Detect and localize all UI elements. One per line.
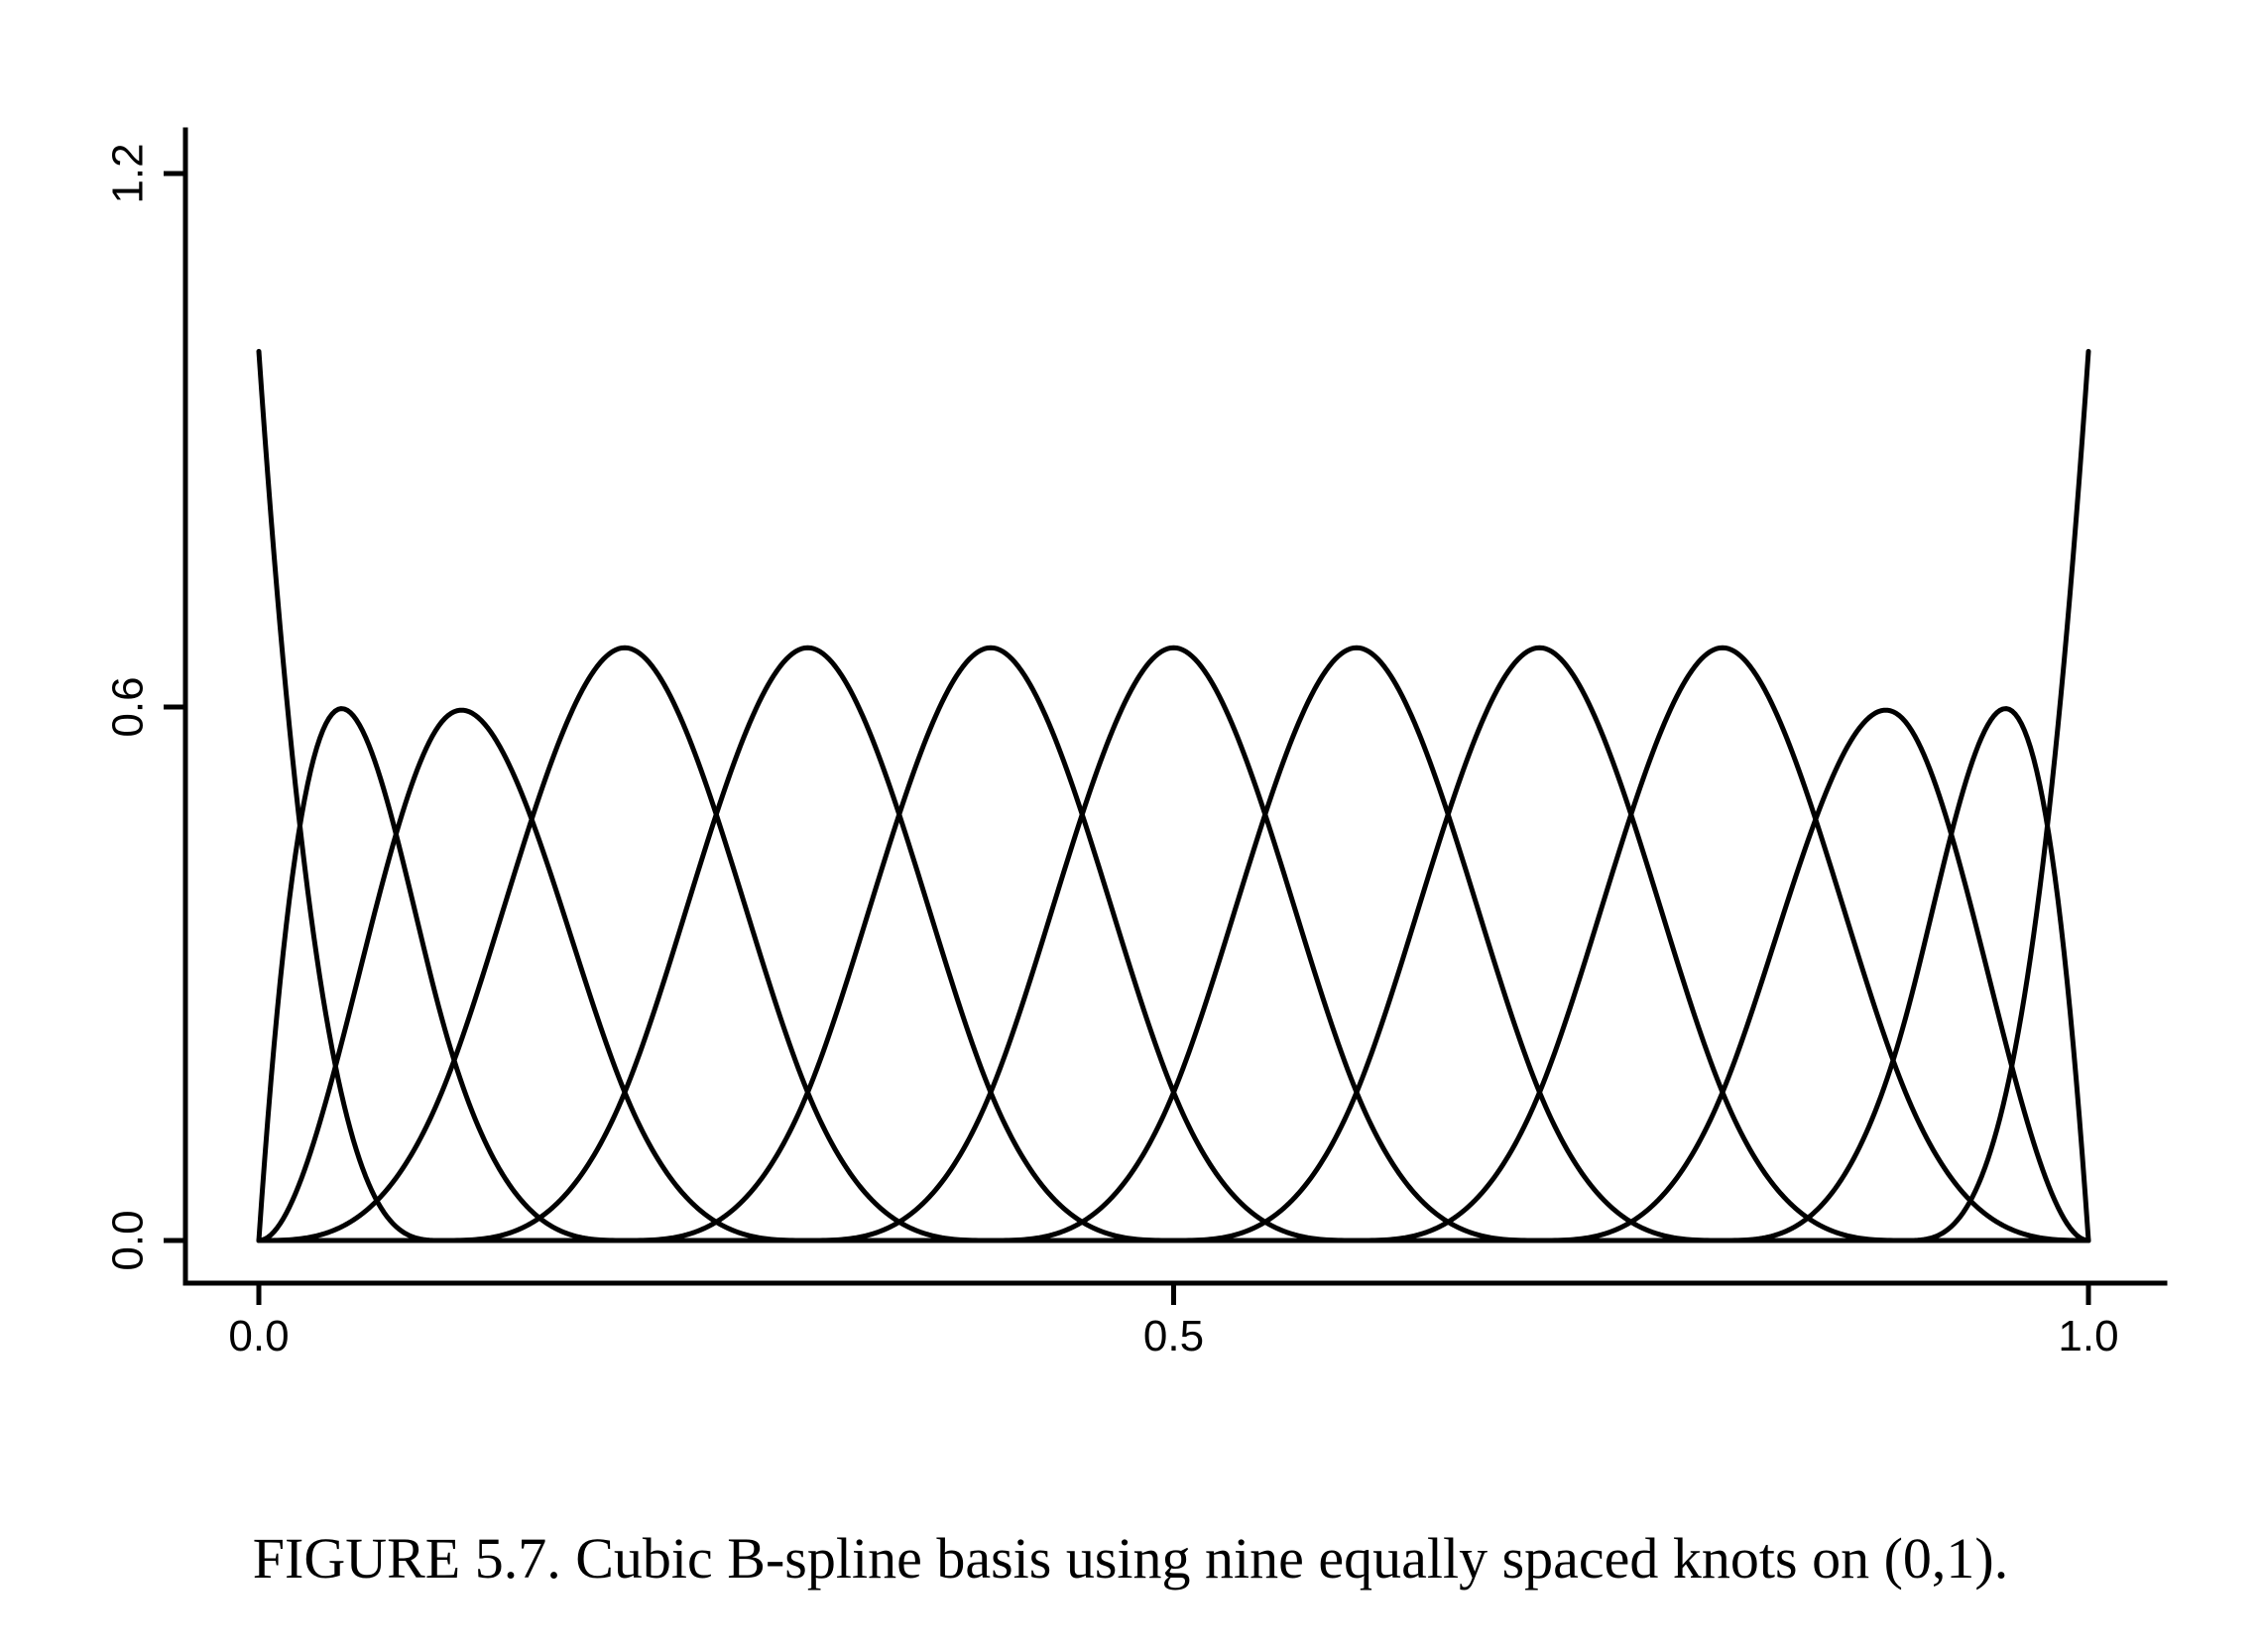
basis-function-9: [256, 645, 2091, 1243]
figure-caption: FIGURE 5.7. Cubic B-spline basis using n…: [252, 1526, 2009, 1591]
basis-function-2: [256, 706, 2091, 1243]
basis-function-3: [256, 707, 2091, 1243]
axes: 0.0 0.6 1.2 0.0 0.5 1.0: [104, 127, 2168, 1360]
basis-function-11: [256, 707, 2091, 1243]
basis-curves: [256, 348, 2091, 1243]
basis-function-8: [256, 645, 2091, 1243]
basis-function-6: [256, 645, 2091, 1243]
basis-function-12: [256, 706, 2091, 1243]
basis-function-7: [256, 645, 2091, 1243]
basis-function-1: [256, 348, 2091, 1243]
basis-function-10: [256, 645, 2091, 1243]
basis-function-4: [256, 645, 2091, 1243]
y-tick-label: 0.6: [104, 676, 153, 737]
y-tick-label: 1.2: [104, 143, 153, 203]
y-tick-label: 0.0: [104, 1210, 153, 1270]
basis-function-13: [256, 348, 2091, 1243]
x-tick-label: 0.5: [1143, 1312, 1204, 1360]
basis-function-5: [256, 645, 2091, 1243]
x-tick-label: 1.0: [2058, 1312, 2118, 1360]
x-tick-label: 0.0: [228, 1312, 289, 1360]
